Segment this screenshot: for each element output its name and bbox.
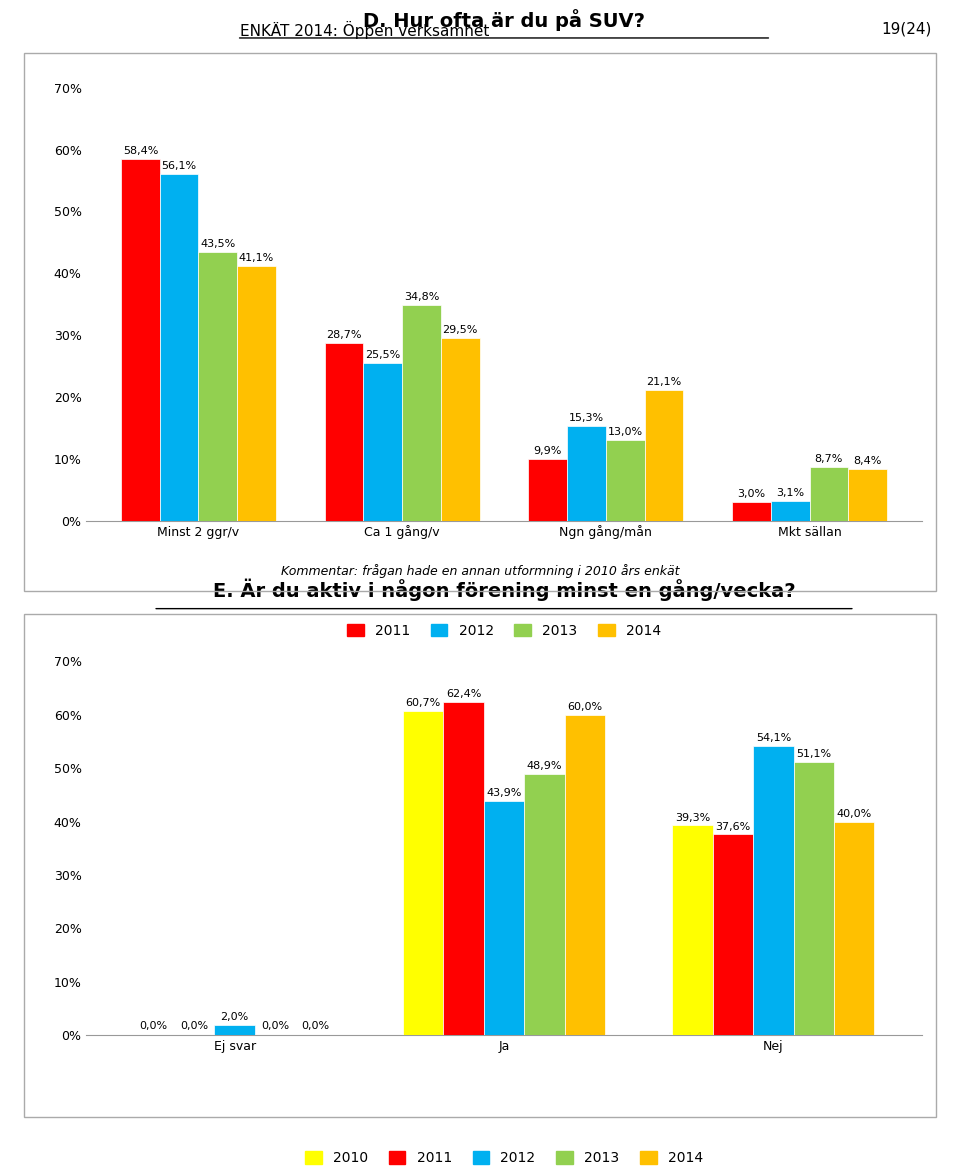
Text: 34,8%: 34,8%: [404, 292, 439, 302]
Text: E. Är du aktiv i någon förening minst en gång/vecka?: E. Är du aktiv i någon förening minst en…: [213, 579, 795, 601]
Bar: [606, 440, 644, 521]
Bar: [809, 467, 849, 521]
Text: 60,0%: 60,0%: [567, 702, 602, 711]
Bar: [237, 267, 276, 521]
Bar: [199, 252, 237, 521]
Bar: [834, 821, 875, 1035]
Text: 25,5%: 25,5%: [365, 350, 400, 360]
Bar: [324, 343, 364, 521]
Bar: [564, 715, 605, 1035]
Legend: 2010, 2011, 2012, 2013, 2014: 2010, 2011, 2012, 2013, 2014: [300, 1145, 708, 1170]
Text: 21,1%: 21,1%: [646, 377, 682, 387]
Text: ENKÄT 2014: Öppen verksamhet: ENKÄT 2014: Öppen verksamhet: [240, 21, 490, 39]
Bar: [484, 800, 524, 1035]
Bar: [444, 702, 484, 1035]
Text: 29,5%: 29,5%: [443, 325, 478, 335]
Text: 2,0%: 2,0%: [221, 1012, 249, 1023]
Bar: [402, 305, 441, 521]
Text: Kommentar: frågan hade en annan utformning i 2010 års enkät: Kommentar: frågan hade en annan utformni…: [280, 564, 680, 578]
Text: 28,7%: 28,7%: [326, 330, 362, 340]
Text: 9,9%: 9,9%: [534, 446, 562, 456]
Text: 3,0%: 3,0%: [737, 489, 765, 498]
Text: 39,3%: 39,3%: [675, 813, 710, 823]
Text: 0,0%: 0,0%: [301, 1021, 329, 1031]
Bar: [644, 390, 684, 521]
Bar: [672, 825, 712, 1035]
Text: 0,0%: 0,0%: [140, 1021, 168, 1031]
Text: 60,7%: 60,7%: [405, 698, 441, 708]
Bar: [754, 746, 794, 1035]
Text: 58,4%: 58,4%: [123, 146, 158, 157]
Bar: [121, 159, 159, 521]
Bar: [524, 773, 564, 1035]
Bar: [441, 338, 480, 521]
Text: 37,6%: 37,6%: [715, 821, 751, 832]
Text: 43,5%: 43,5%: [201, 239, 235, 248]
Bar: [794, 762, 834, 1035]
Text: 62,4%: 62,4%: [445, 689, 481, 698]
Bar: [712, 834, 754, 1035]
Legend: 2011, 2012, 2013, 2014: 2011, 2012, 2013, 2014: [342, 619, 666, 644]
Text: 56,1%: 56,1%: [161, 160, 197, 171]
Bar: [732, 502, 771, 521]
Text: 13,0%: 13,0%: [608, 427, 643, 438]
Text: 19(24): 19(24): [881, 21, 931, 36]
Text: 0,0%: 0,0%: [180, 1021, 208, 1031]
Bar: [364, 363, 402, 521]
Text: 54,1%: 54,1%: [756, 734, 791, 743]
Text: D. Hur ofta är du på SUV?: D. Hur ofta är du på SUV?: [363, 9, 645, 32]
Bar: [214, 1025, 254, 1035]
Bar: [528, 460, 567, 521]
Bar: [403, 711, 444, 1035]
Text: 41,1%: 41,1%: [239, 254, 275, 263]
Text: 0,0%: 0,0%: [261, 1021, 289, 1031]
Text: 3,1%: 3,1%: [776, 488, 804, 498]
Bar: [849, 469, 887, 521]
Text: 8,4%: 8,4%: [853, 455, 882, 466]
Text: 15,3%: 15,3%: [569, 413, 604, 422]
Text: 8,7%: 8,7%: [815, 454, 843, 463]
Text: 40,0%: 40,0%: [836, 808, 872, 819]
Bar: [159, 173, 199, 521]
Text: 51,1%: 51,1%: [796, 750, 831, 759]
Text: 48,9%: 48,9%: [527, 762, 563, 771]
Bar: [567, 426, 606, 521]
Bar: [771, 502, 809, 521]
Text: 43,9%: 43,9%: [487, 787, 521, 798]
